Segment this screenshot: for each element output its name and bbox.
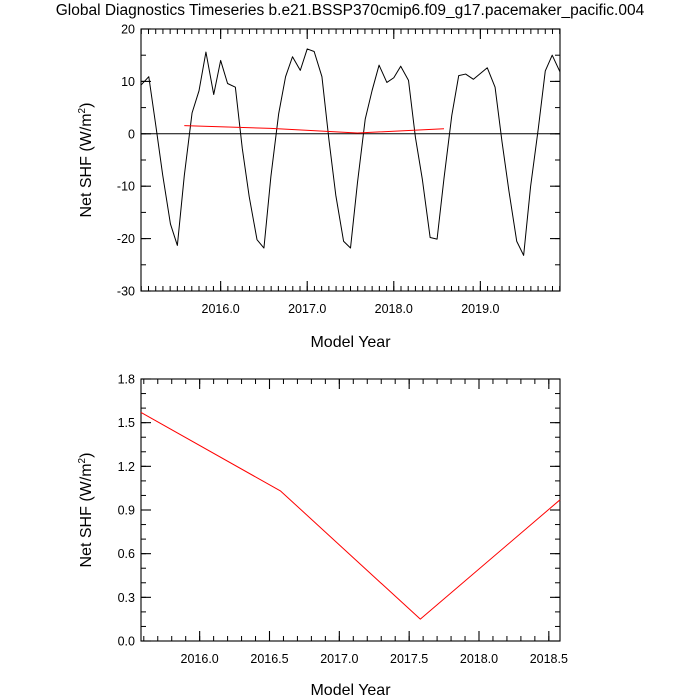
chart1-y-tick-label: -30 <box>117 285 135 299</box>
chart2-plot-frame <box>140 378 561 642</box>
chart2-series-group <box>140 412 561 620</box>
chart1-y-tick-label: -20 <box>117 232 135 246</box>
chart1-axes: 2016.0 2017.0 2018.0 2019.0 -30 -20 -10 0 10 20 <box>117 23 561 316</box>
chart2-x-tick-label: 2018.0 <box>460 652 498 666</box>
chart2-x-tick-label: 2018.5 <box>530 652 568 666</box>
chart1-x-tick-label: 2016.0 <box>202 302 240 316</box>
chart1-x-tick-label: 2017.0 <box>288 302 326 316</box>
chart2-x-axis-label: Model Year <box>310 682 391 699</box>
chart1-x-axis-label: Model Year <box>310 334 391 351</box>
page-title: Global Diagnostics Timeseries b.e21.BSSP… <box>55 2 645 19</box>
chart2-y-tick-label: 0.6 <box>118 547 135 561</box>
chart1-series-group <box>140 48 561 256</box>
chart1-y-tick-label: -10 <box>117 180 135 194</box>
chart2-x-tick-label: 2016.5 <box>250 652 288 666</box>
chart2-y-axis-label: Net SHF (W/m2) <box>77 453 95 568</box>
chart1-y-tick-label: 10 <box>121 75 135 89</box>
chart1-y-tick-label: 0 <box>128 127 135 141</box>
chart2-series-1-line <box>140 412 561 620</box>
chart2-y-tick-label: 0.0 <box>118 635 135 649</box>
chart2-y-tick-label: 1.8 <box>118 373 135 387</box>
chart1-y-axis-label: Net SHF (W/m2) <box>77 103 95 218</box>
chart2-x-tick-label: 2016.0 <box>181 652 219 666</box>
chart2-axes: 2016.0 2016.5 2017.0 2017.5 2018.0 2018.5 0.0 0… <box>118 373 568 667</box>
chart2-y-tick-label: 0.3 <box>118 591 135 605</box>
chart2-y-tick-label: 1.2 <box>118 460 135 474</box>
chart1-series-2-line <box>184 125 445 134</box>
chart1-y-tick-label: 20 <box>121 23 135 37</box>
chart2-y-tick-label: 0.9 <box>118 504 135 518</box>
chart1-x-tick-label: 2019.0 <box>461 302 499 316</box>
chart1-series-1-line <box>140 48 561 256</box>
chart2-x-tick-label: 2017.0 <box>320 652 358 666</box>
chart1-x-tick-label: 2018.0 <box>375 302 413 316</box>
chart2-x-tick-label: 2017.5 <box>390 652 428 666</box>
chart2-y-tick-label: 1.5 <box>118 416 135 430</box>
